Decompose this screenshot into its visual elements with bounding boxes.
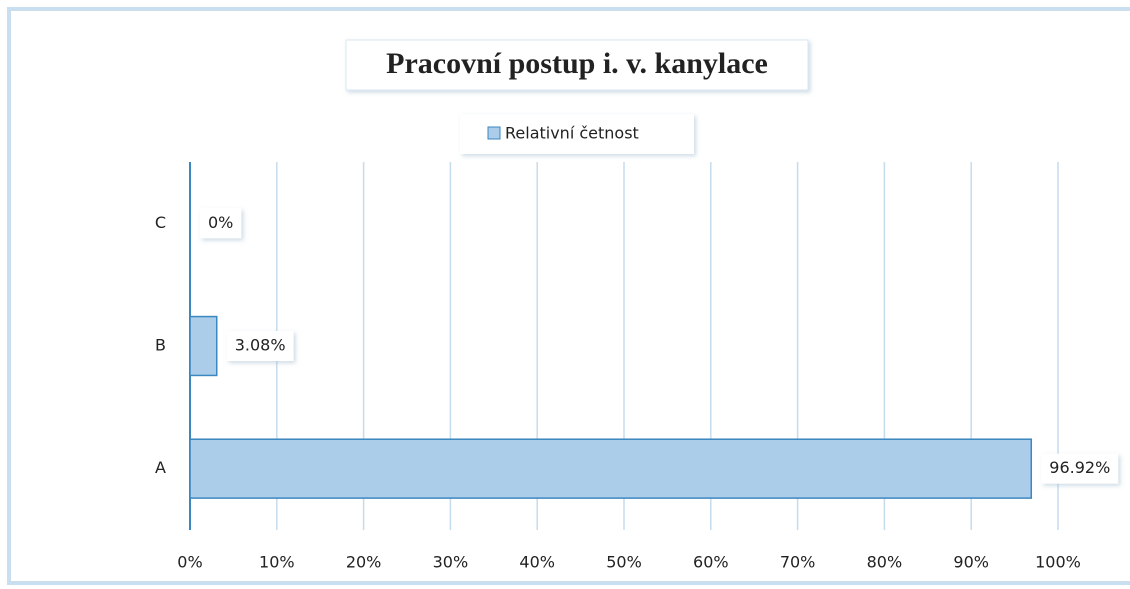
legend-swatch: [487, 126, 501, 140]
x-tick-label: 100%: [1035, 553, 1081, 572]
value-label: 96.92%: [1049, 458, 1110, 477]
value-label-box: [200, 208, 242, 239]
x-tick-label: 0%: [177, 553, 202, 572]
y-tick-label: A: [155, 458, 166, 477]
value-label-box: [226, 331, 294, 361]
x-tick-label: 90%: [953, 553, 989, 572]
x-tick-label: 80%: [867, 553, 903, 572]
y-tick-label: B: [155, 336, 166, 355]
x-tick-label: 30%: [433, 553, 469, 572]
x-tick-label: 60%: [693, 553, 729, 572]
x-tick-label: 40%: [519, 553, 555, 572]
x-tick-label: 10%: [259, 553, 295, 572]
chart-title: Pracovní postup i. v. kanylace: [386, 47, 768, 80]
legend-label: Relativní četnost: [505, 124, 639, 143]
value-label-box: [1041, 453, 1119, 484]
bar: [189, 438, 1033, 499]
value-label: 0%: [208, 213, 233, 232]
title-box: [345, 39, 809, 91]
value-label: 3.08%: [235, 336, 286, 355]
x-tick-label: 50%: [606, 553, 642, 572]
y-tick-label: C: [155, 213, 166, 232]
bar: [189, 315, 218, 377]
x-tick-label: 70%: [780, 553, 816, 572]
x-tick-label: 20%: [346, 553, 382, 572]
